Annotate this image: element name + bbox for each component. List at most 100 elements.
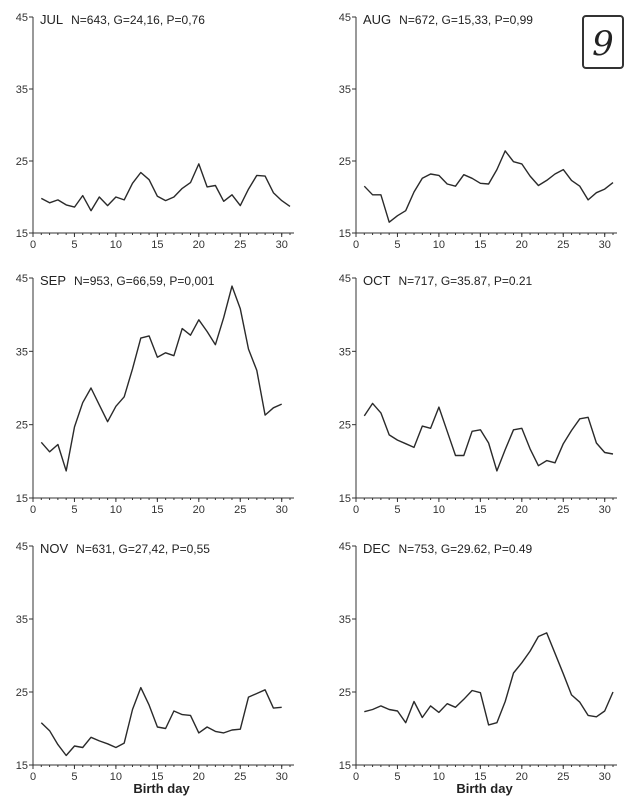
panel-dec: 15 25 35 45 0 5 10 15 20 25 30 DEC N=753, G=29.62, P… bbox=[339, 541, 617, 796]
y-tick-label: 35 bbox=[339, 614, 351, 626]
x-tick-label: 0 bbox=[30, 504, 36, 516]
x-tick-label: 30 bbox=[599, 771, 611, 783]
x-tick-label: 30 bbox=[599, 239, 611, 251]
panel-title: OCT N=717, G=35.87, P=0.21 bbox=[363, 273, 533, 288]
y-tick-label: 25 bbox=[16, 687, 28, 699]
y-tick-label: 45 bbox=[16, 273, 28, 285]
x-tick-label: 10 bbox=[110, 239, 122, 251]
panel-aug: 15 25 35 45 0 5 10 15 20 25 30 AUG N=672, G=15,33, P… bbox=[339, 12, 617, 251]
series-line-aug bbox=[363, 150, 614, 223]
series-line-oct bbox=[363, 402, 614, 472]
series-line-sep bbox=[40, 285, 282, 472]
y-tick-label: 15 bbox=[16, 760, 28, 772]
x-tick-label: 10 bbox=[110, 504, 122, 516]
x-tick-label: 25 bbox=[557, 239, 569, 251]
x-tick-label: 10 bbox=[433, 239, 445, 251]
y-tick-label: 45 bbox=[339, 541, 351, 553]
x-tick-label: 20 bbox=[516, 504, 528, 516]
y-tick-label: 35 bbox=[16, 614, 28, 626]
handwritten-mark-number: 9 bbox=[592, 24, 614, 64]
panel-oct: 15 25 35 45 0 5 10 15 20 25 30 OCT N=717, G=35.87, P… bbox=[339, 273, 617, 516]
panel-sep: 15 25 35 45 0 5 10 15 20 25 30 SEP N=953, G=66,59, P… bbox=[16, 273, 294, 516]
month-label: DEC bbox=[363, 541, 390, 556]
y-tick-label: 15 bbox=[339, 493, 351, 505]
x-tick-label: 15 bbox=[474, 504, 486, 516]
y-tick-label: 25 bbox=[16, 420, 28, 432]
chart-panels: 15 25 35 45 0 5 10 15 20 25 30 JUL N=643, G=24,16, P… bbox=[16, 12, 617, 796]
x-tick-label: 0 bbox=[353, 771, 359, 783]
stats-label: N=953, G=66,59, P=0,001 bbox=[74, 274, 215, 288]
y-tick-label: 15 bbox=[339, 760, 351, 772]
x-tick-label: 20 bbox=[516, 771, 528, 783]
x-tick-label: 15 bbox=[474, 771, 486, 783]
x-tick-label: 5 bbox=[394, 504, 400, 516]
y-tick-label: 25 bbox=[339, 687, 351, 699]
x-tick-label: 30 bbox=[276, 504, 288, 516]
x-axis-label: Birth day bbox=[456, 781, 513, 796]
handwritten-mark: 9 bbox=[582, 15, 624, 69]
panel-title: NOV N=631, G=27,42, P=0,55 bbox=[40, 541, 210, 556]
x-tick-label: 30 bbox=[276, 771, 288, 783]
x-tick-label: 15 bbox=[151, 239, 163, 251]
stats-label: N=672, G=15,33, P=0,99 bbox=[399, 13, 533, 27]
month-label: NOV bbox=[40, 541, 69, 556]
stats-label: N=753, G=29.62, P=0.49 bbox=[398, 542, 532, 556]
stats-label: N=631, G=27,42, P=0,55 bbox=[76, 542, 210, 556]
x-tick-label: 5 bbox=[394, 239, 400, 251]
panel-title: JUL N=643, G=24,16, P=0,76 bbox=[40, 12, 205, 27]
x-tick-label: 30 bbox=[599, 504, 611, 516]
x-tick-label: 5 bbox=[71, 239, 77, 251]
x-tick-label: 25 bbox=[234, 504, 246, 516]
y-tick-label: 35 bbox=[339, 346, 351, 358]
x-tick-label: 5 bbox=[71, 771, 77, 783]
y-tick-label: 45 bbox=[16, 541, 28, 553]
month-label: JUL bbox=[40, 12, 63, 27]
month-label: AUG bbox=[363, 12, 391, 27]
x-tick-label: 15 bbox=[474, 239, 486, 251]
y-tick-label: 35 bbox=[16, 346, 28, 358]
x-tick-label: 10 bbox=[433, 771, 445, 783]
panel-nov: 15 25 35 45 0 5 10 15 20 25 30 NOV N=631, G=27,42, P… bbox=[16, 541, 294, 796]
y-tick-label: 25 bbox=[339, 156, 351, 168]
series-line-dec bbox=[364, 632, 614, 726]
x-tick-label: 25 bbox=[234, 771, 246, 783]
y-tick-label: 15 bbox=[16, 228, 28, 240]
y-tick-label: 15 bbox=[16, 493, 28, 505]
x-tick-label: 25 bbox=[557, 504, 569, 516]
y-tick-label: 35 bbox=[339, 84, 351, 96]
x-tick-label: 20 bbox=[193, 771, 205, 783]
x-tick-label: 15 bbox=[151, 771, 163, 783]
month-label: SEP bbox=[40, 273, 66, 288]
x-tick-label: 10 bbox=[433, 504, 445, 516]
x-tick-label: 25 bbox=[234, 239, 246, 251]
y-tick-label: 25 bbox=[339, 420, 351, 432]
x-tick-label: 0 bbox=[30, 771, 36, 783]
y-tick-label: 45 bbox=[16, 12, 28, 24]
x-tick-label: 0 bbox=[353, 504, 359, 516]
stats-label: N=717, G=35.87, P=0.21 bbox=[398, 274, 532, 288]
x-tick-label: 5 bbox=[71, 504, 77, 516]
x-tick-label: 20 bbox=[193, 504, 205, 516]
y-tick-label: 45 bbox=[339, 12, 351, 24]
handwritten-mark-box bbox=[582, 15, 624, 69]
series-line-nov bbox=[40, 686, 282, 757]
x-axis-label: Birth day bbox=[133, 781, 190, 796]
x-tick-label: 20 bbox=[193, 239, 205, 251]
x-tick-label: 15 bbox=[151, 504, 163, 516]
y-tick-label: 45 bbox=[339, 273, 351, 285]
series-line-jul bbox=[40, 163, 291, 212]
stats-label: N=643, G=24,16, P=0,76 bbox=[71, 13, 205, 27]
x-tick-label: 25 bbox=[557, 771, 569, 783]
x-tick-label: 0 bbox=[353, 239, 359, 251]
x-tick-label: 5 bbox=[394, 771, 400, 783]
y-tick-label: 15 bbox=[339, 228, 351, 240]
month-label: OCT bbox=[363, 273, 391, 288]
panel-title: AUG N=672, G=15,33, P=0,99 bbox=[363, 12, 533, 27]
x-tick-label: 30 bbox=[276, 239, 288, 251]
panel-title: DEC N=753, G=29.62, P=0.49 bbox=[363, 541, 533, 556]
y-tick-label: 25 bbox=[16, 156, 28, 168]
panel-title: SEP N=953, G=66,59, P=0,001 bbox=[40, 273, 215, 288]
x-tick-label: 20 bbox=[516, 239, 528, 251]
x-tick-label: 0 bbox=[30, 239, 36, 251]
